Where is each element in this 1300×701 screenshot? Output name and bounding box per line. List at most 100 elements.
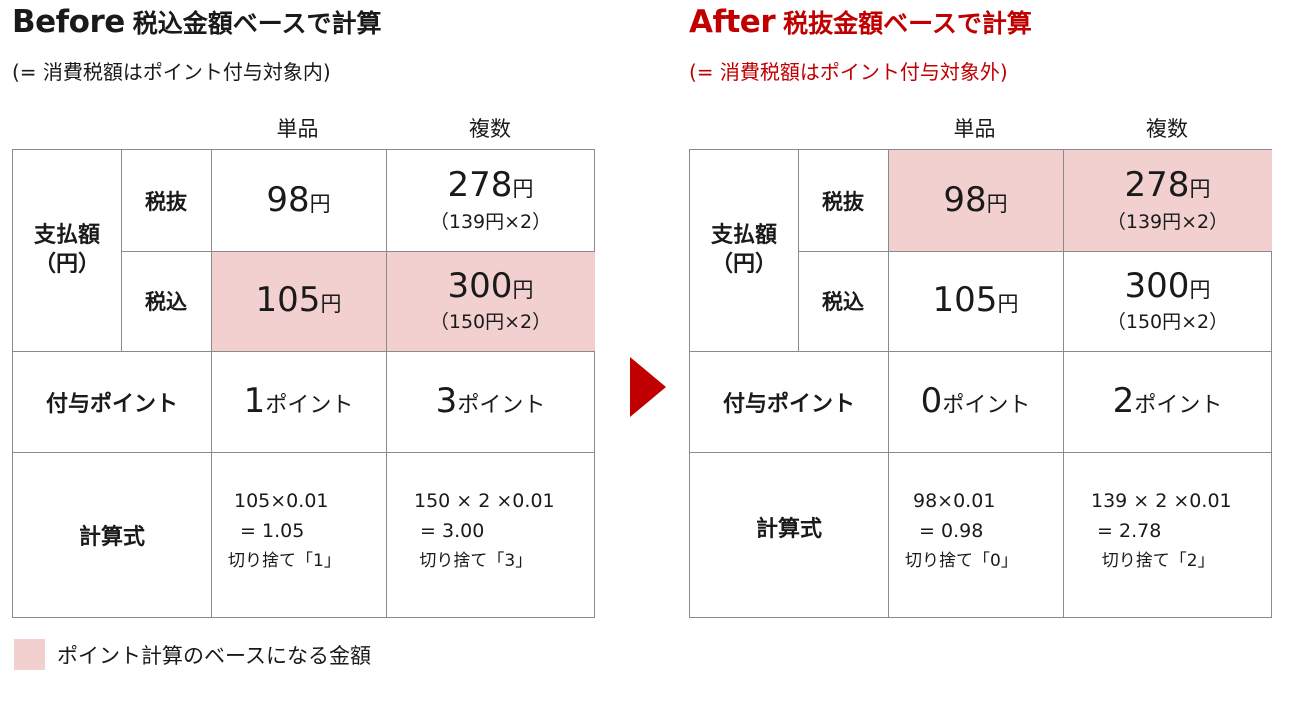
points-multi-value: 2 [1112,380,1135,421]
row-label-payment: 支払額 （円） [13,150,121,351]
excl-single-value: 98 [943,179,987,220]
incl-single-cell: 105円 [211,251,386,351]
incl-single-value: 105 [255,280,321,321]
col-header-multi: 複数 [1146,117,1188,141]
formula-multi-line1: 150 × 2 ×0.01 [414,490,555,512]
right-triangle-arrow-icon [630,357,666,417]
incl-single-value: 105 [932,280,998,321]
excl-multi-value: 278 [447,165,513,206]
before-title-en: Before [12,4,125,40]
before-title-jp: 税込金額ベースで計算 [132,9,382,38]
row-label-points-text: 付与ポイント [45,391,178,417]
unit-points: ポイント [942,392,1031,418]
formula-multi-line3: 切り捨て「3」 [414,551,533,571]
row-label-incl: 税込 [121,251,211,351]
formula-multi-cell: 139 × 2 ×0.01 = 2.78 切り捨て「2」 [1063,452,1272,618]
unit-points: ポイント [1134,392,1223,418]
before-title: Before 税込金額ベースで計算 [12,4,382,40]
row-label-payment: 支払額 （円） [690,150,798,351]
points-single-cell: 0ポイント [888,351,1063,452]
unit-yen: 円 [986,191,1008,216]
formula-multi-line2: = 3.00 [414,520,485,542]
row-label-excl-text: 税抜 [822,189,864,214]
formula-multi-line2: = 2.78 [1091,520,1162,542]
col-header-single: 単品 [953,117,996,141]
unit-yen: 円 [512,177,534,202]
incl-multi-sub: （150円×2） [429,311,552,334]
unit-yen: 円 [997,292,1019,317]
row-label-formula-text: 計算式 [755,517,822,542]
divider [798,251,1272,252]
unit-yen: 円 [1189,177,1211,202]
excl-multi-sub: （139円×2） [429,210,552,233]
formula-single-line2: = 0.98 [913,520,984,542]
formula-single-line1: 105×0.01 [234,490,329,512]
points-multi-value: 3 [435,380,458,421]
row-label-formula-text: 計算式 [78,525,145,550]
row-label-excl: 税抜 [798,150,888,251]
legend-text: ポイント計算のベースになる金額 [57,643,371,668]
row-label-formula: 計算式 [13,452,211,618]
incl-multi-sub: （150円×2） [1106,311,1229,334]
points-single-value: 0 [920,380,943,421]
row-label-incl-text: 税込 [145,290,187,314]
row-label-points-text: 付与ポイント [722,391,855,417]
excl-single-highlight [888,150,1063,251]
legend-swatch [14,639,45,670]
unit-yen: 円 [309,191,331,216]
legend: ポイント計算のベースになる金額 [14,639,371,670]
formula-single-cell: 105×0.01 = 1.05 切り捨て「1」 [211,452,386,618]
divider [13,452,595,453]
row-label-points: 付与ポイント [690,351,888,452]
divider [888,150,889,617]
incl-single-cell: 105円 [888,251,1063,351]
formula-single-line3: 切り捨て「1」 [228,551,341,571]
row-label-incl: 税込 [798,251,888,351]
excl-multi-cell: 278円 （139円×2） [1063,150,1272,251]
unit-points: ポイント [457,392,546,418]
formula-single-cell: 98×0.01 = 0.98 切り捨て「0」 [888,452,1063,618]
unit-yen: 円 [1189,277,1211,302]
row-label-payment-text: 支払額 （円） [33,222,100,277]
formula-multi-line3: 切り捨て「2」 [1091,551,1215,571]
divider [690,452,1272,453]
after-title-en: After [689,4,776,40]
col-header-single: 単品 [276,117,319,141]
divider [121,150,122,351]
divider [1063,150,1064,617]
divider [13,351,595,352]
excl-multi-cell: 278円 （139円×2） [386,150,595,251]
after-title-jp: 税抜金額ベースで計算 [783,9,1032,38]
incl-multi-highlight [386,251,595,351]
row-label-excl: 税抜 [121,150,211,251]
excl-single-value: 98 [266,179,310,220]
after-subtitle: (= 消費税額はポイント付与対象外) [689,60,1008,84]
divider [690,351,1272,352]
col-header-multi: 複数 [469,117,511,141]
points-single-value: 1 [243,380,266,421]
points-multi-cell: 2ポイント [1063,351,1272,452]
row-label-payment-text: 支払額 （円） [710,222,777,277]
excl-single-cell: 98円 [888,150,1063,251]
excl-multi-value: 278 [1124,165,1190,206]
row-label-formula: 計算式 [690,452,888,602]
points-multi-cell: 3ポイント [386,351,595,452]
formula-multi-line1: 139 × 2 ×0.01 [1091,490,1232,512]
formula-single-line1: 98×0.01 [913,490,996,512]
incl-single-highlight [211,251,386,351]
comparison-table: 支払額 （円） 税抜 税込 98円 278円 （139円×2） 105円 300… [689,149,1272,618]
formula-single-line3: 切り捨て「0」 [905,551,1018,571]
row-label-incl-text: 税込 [822,290,864,314]
incl-multi-value: 300 [1124,265,1190,306]
unit-yen: 円 [512,277,534,302]
divider [121,251,595,252]
after-title: After 税抜金額ベースで計算 [689,4,1032,40]
row-label-points: 付与ポイント [13,351,211,452]
row-label-excl-text: 税抜 [145,189,187,214]
points-single-cell: 1ポイント [211,351,386,452]
unit-yen: 円 [320,292,342,317]
formula-single-line2: = 1.05 [234,520,305,542]
excl-multi-sub: （139円×2） [1106,210,1229,233]
excl-multi-highlight [1063,150,1272,251]
comparison-table: 支払額 （円） 税抜 税込 98円 278円 （139円×2） 105円 300… [12,149,595,618]
